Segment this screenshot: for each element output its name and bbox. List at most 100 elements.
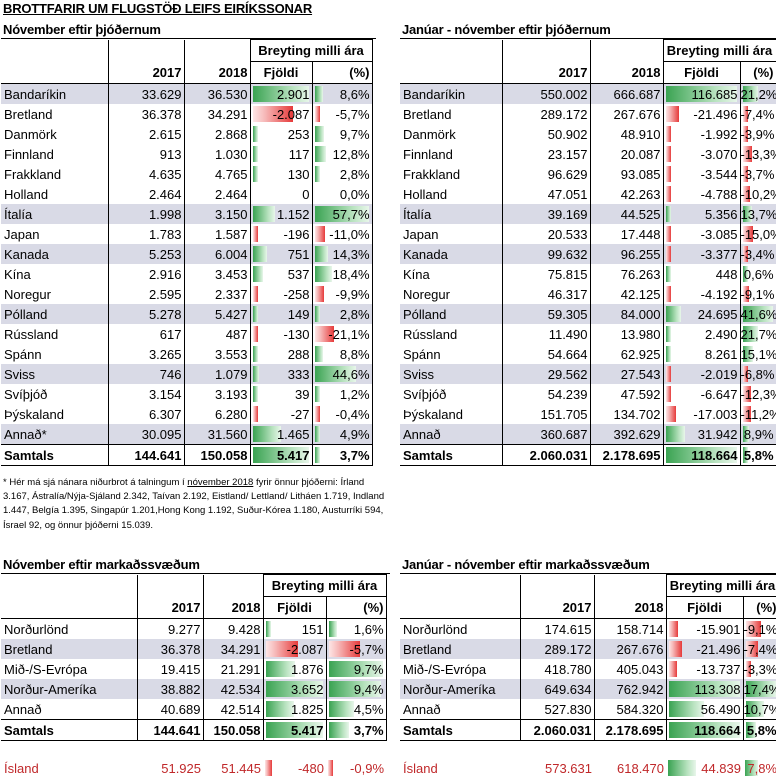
cell-2018: 2.337 xyxy=(183,284,250,304)
cell-2018: 9.428 xyxy=(202,618,263,639)
negative-bar xyxy=(742,406,751,422)
header-pct: (%) xyxy=(325,596,387,619)
pct-value: 44,6% xyxy=(332,366,370,382)
count-value: 253 xyxy=(287,126,310,142)
cell-pct: -0,4% xyxy=(311,404,373,424)
table-row: Ítalía 39.169 44.525 5.356 13,7% xyxy=(400,204,776,224)
cell-2017: 59.305 xyxy=(501,304,590,324)
total-row: Samtals 144.641 150.058 5.417 3,7% xyxy=(1,719,387,741)
negative-bar xyxy=(742,166,748,182)
cell-2017: 40.689 xyxy=(136,699,203,720)
positive-bar xyxy=(314,346,323,362)
cell-2017: 39.169 xyxy=(501,204,590,224)
section-1: Nóvember eftir þjóðernum Breyting milli á… xyxy=(1,20,376,466)
cell-pct: -12,3% xyxy=(739,384,776,404)
count-value: -17.003 xyxy=(693,406,738,422)
footnote-link[interactable]: nóvember 2018 xyxy=(187,477,254,488)
positive-bar xyxy=(314,206,369,222)
cell-2017: 36.378 xyxy=(136,639,203,659)
cell-pct: -9,1% xyxy=(742,618,776,639)
pct-value: 9,4% xyxy=(353,681,384,697)
count-value: 39 xyxy=(295,386,310,402)
cell-2017: 1.783 xyxy=(107,224,184,244)
cell-count: -130 xyxy=(249,324,312,344)
cell-count: 253 xyxy=(249,124,312,144)
cell-2018: 2.178.695 xyxy=(593,719,666,741)
pct-value: 13,7% xyxy=(740,206,776,222)
cell-2018: 3.453 xyxy=(183,264,250,284)
cell-pct: 14,3% xyxy=(311,244,373,264)
cell-count: -3.377 xyxy=(662,244,740,264)
positive-bar xyxy=(742,266,748,282)
cell-count: -21.496 xyxy=(665,639,743,659)
cell-count: 333 xyxy=(249,364,312,384)
cell-2018: 34.291 xyxy=(183,104,250,124)
table-row: Pólland 59.305 84.000 24.695 41,6% xyxy=(400,304,776,324)
cell-pct: 9,7% xyxy=(325,659,387,679)
cell-count: 118.664 xyxy=(662,444,740,466)
header-blank xyxy=(1,61,108,84)
cell-2017: 573.631 xyxy=(545,760,592,776)
cell-2018: 93.085 xyxy=(589,164,663,184)
negative-bar xyxy=(314,226,325,242)
cell-count: -3.085 xyxy=(662,224,740,244)
section-4: Janúar - nóvember eftir markaðssvæðum Bre… xyxy=(400,555,776,778)
count-value: -130 xyxy=(283,326,310,342)
cell-pct: 8,6% xyxy=(311,83,373,104)
table-row: Finnland 913 1.030 117 12,8% xyxy=(1,144,373,164)
table-row: Norðurlönd 9.277 9.428 151 1,6% xyxy=(1,618,387,639)
section-3: Nóvember eftir markaðssvæðum Breyting mil… xyxy=(1,555,390,778)
cell-2017: 550.002 xyxy=(501,83,590,104)
pct-value: 10,7% xyxy=(743,701,776,717)
cell-2018: 42.534 xyxy=(202,679,263,699)
cell-pct: 7,8% xyxy=(743,758,776,778)
cell-label: Kína xyxy=(403,266,430,282)
pct-value: -9,1% xyxy=(740,286,775,302)
negative-bar xyxy=(252,226,258,242)
count-value: 288 xyxy=(287,346,310,362)
cell-label: Rússland xyxy=(403,326,458,342)
pct-value: -15,0% xyxy=(740,226,775,242)
cell-2018: 267.676 xyxy=(593,639,666,659)
positive-bar xyxy=(742,346,754,362)
pct-value: 7,8% xyxy=(747,760,776,776)
header-2018: 2018 xyxy=(183,61,250,84)
negative-bar xyxy=(742,126,748,142)
cell-pct: -11,0% xyxy=(311,224,373,244)
cell-count: 39 xyxy=(249,384,312,404)
cell-pct: -3,4% xyxy=(739,244,776,264)
cell-label: Mið-/S-Evrópa xyxy=(4,661,88,677)
cell-2018: 13.980 xyxy=(589,324,663,344)
cell-2018: 36.530 xyxy=(183,83,250,104)
cell-2018: 405.043 xyxy=(593,659,666,679)
positive-bar xyxy=(314,366,357,382)
cell-pct: 21,7% xyxy=(739,324,776,344)
cell-2018: 1.030 xyxy=(183,144,250,164)
total-row: Samtals 2.060.031 2.178.695 118.664 5,8% xyxy=(400,444,776,466)
count-value: -21.496 xyxy=(693,106,738,122)
header-pct: (%) xyxy=(311,61,373,84)
change-group-header: Breyting milli ára xyxy=(665,574,776,597)
cell-pct: 8,8% xyxy=(311,344,373,364)
cell-2018: 20.087 xyxy=(589,144,663,164)
cell-count: 1.465 xyxy=(249,424,312,445)
count-value: -3.377 xyxy=(700,246,738,262)
cell-pct: -3,7% xyxy=(739,164,776,184)
header-pct: (%) xyxy=(742,596,776,619)
count-value: -4.192 xyxy=(700,286,738,302)
header-2017: 2017 xyxy=(136,596,203,619)
positive-bar xyxy=(252,386,258,402)
table-row: Mið-/S-Evrópa 418.780 405.043 -13.737 -3,3% xyxy=(400,659,776,679)
cell-count: -3.544 xyxy=(662,164,740,184)
cell-2017: 75.815 xyxy=(501,264,590,284)
table-row: Danmörk 50.902 48.910 -1.992 -3,9% xyxy=(400,124,776,144)
table-row: Noregur 46.317 42.125 -4.192 -9,1% xyxy=(400,284,776,304)
count-value: 56.490 xyxy=(700,701,741,717)
pct-value: 0,0% xyxy=(339,186,370,202)
cell-2017: 617 xyxy=(107,324,184,344)
negative-bar xyxy=(252,286,258,302)
positive-bar xyxy=(742,86,758,102)
cell-2017: 151.705 xyxy=(501,404,590,424)
cell-2018: 34.291 xyxy=(202,639,263,659)
cell-count: -3.070 xyxy=(662,144,740,164)
